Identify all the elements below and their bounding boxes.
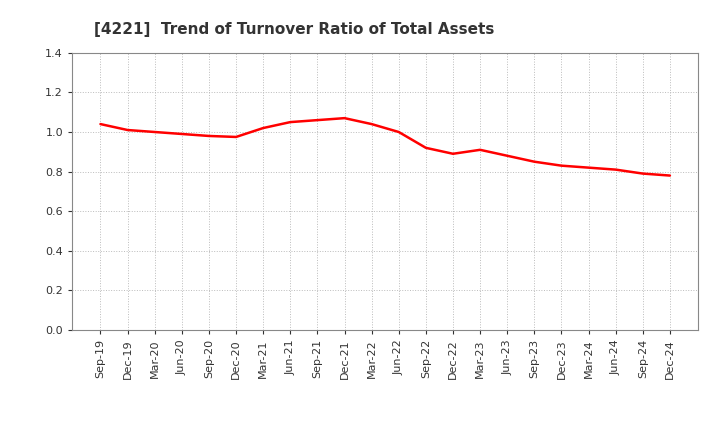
Text: [4221]  Trend of Turnover Ratio of Total Assets: [4221] Trend of Turnover Ratio of Total … [94,22,494,37]
